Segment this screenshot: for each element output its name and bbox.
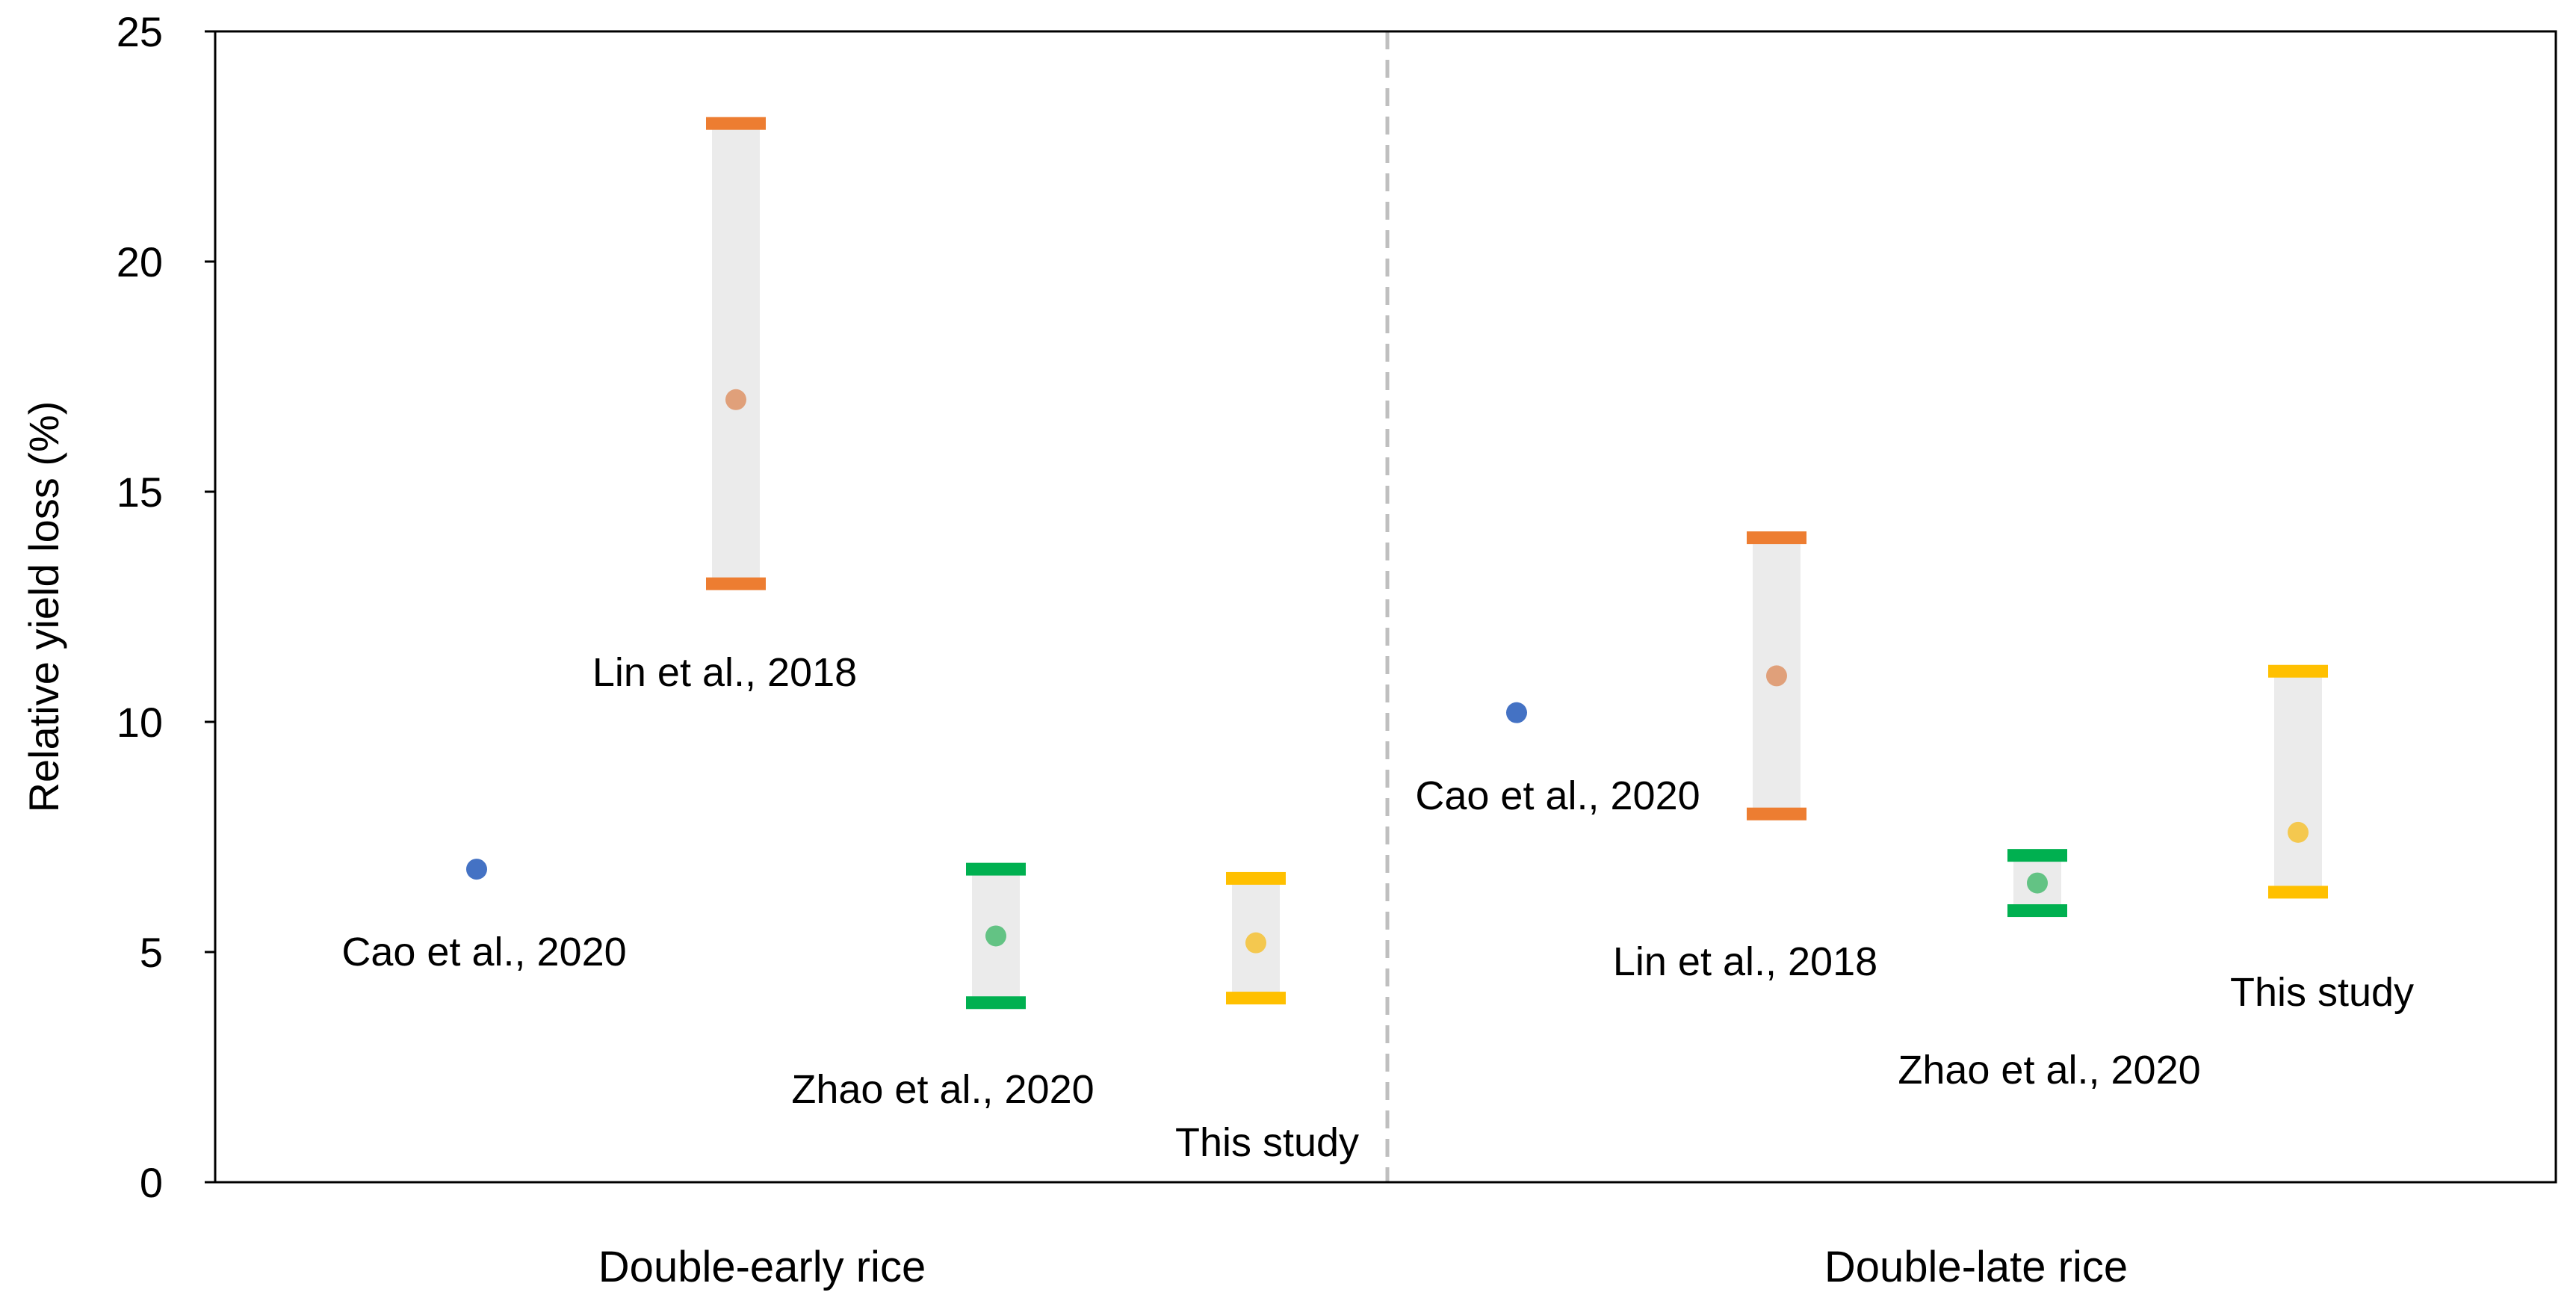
data-points: [466, 389, 2309, 954]
y-tick-label-5: 5: [140, 929, 163, 976]
y-tick-label-25: 25: [117, 8, 163, 55]
point-double-late-rice-lin-et-al-2018: [1766, 665, 1787, 687]
y-tick-label-15: 15: [117, 469, 163, 516]
group-labels: Double-early rice Double-late rice: [598, 1243, 2128, 1291]
label-double-late-rice-lin-et-al-2018: Lin et al., 2018: [1613, 939, 1877, 984]
lower-cap-double-early-rice-lin-et-al-2018: [706, 577, 766, 590]
range-bar-double-early-rice-lin-et-al-2018: [712, 123, 760, 584]
point-double-early-rice-lin-et-al-2018: [725, 389, 746, 410]
lower-cap-double-late-rice-zhao-et-al-2020: [2007, 904, 2067, 918]
point-double-late-rice-cao-et-al-2020: [1506, 702, 1527, 723]
lower-cap-double-late-rice-lin-et-al-2018: [1747, 807, 1806, 821]
label-double-late-rice-cao-et-al-2020: Cao et al., 2020: [1415, 773, 1700, 818]
point-double-early-rice-zhao-et-al-2020: [985, 925, 1006, 947]
y-tick-label-20: 20: [117, 238, 163, 285]
study-labels: Cao et al., 2020 Lin et al., 2018 Zhao et …: [341, 650, 2414, 1165]
range-bars: [712, 123, 2322, 1003]
point-double-late-rice-this-study: [2288, 821, 2309, 843]
upper-cap-double-late-rice-zhao-et-al-2020: [2007, 849, 2067, 862]
point-double-early-rice-this-study: [1245, 932, 1266, 954]
label-double-late-rice-this-study: This study: [2230, 970, 2414, 1015]
y-axis-ticks: 0 5 10 15 20 25: [117, 8, 215, 1206]
y-tick-label-0: 0: [140, 1159, 163, 1206]
group-label-double-late-rice: Double-late rice: [1824, 1243, 2128, 1291]
group-label-double-early-rice: Double-early rice: [598, 1243, 926, 1291]
lower-cap-double-early-rice-this-study: [1226, 992, 1286, 1005]
lower-cap-double-late-rice-this-study: [2268, 886, 2328, 899]
label-double-early-rice-this-study: This study: [1175, 1120, 1359, 1165]
range-bar-double-late-rice-this-study: [2274, 671, 2322, 892]
y-tick-label-10: 10: [117, 699, 163, 746]
upper-cap-double-late-rice-lin-et-al-2018: [1747, 531, 1806, 545]
label-double-early-rice-lin-et-al-2018: Lin et al., 2018: [592, 650, 857, 695]
plot-area-frame: [214, 30, 2557, 1184]
y-axis-title: Relative yield loss (%): [20, 401, 67, 813]
upper-cap-double-late-rice-this-study: [2268, 664, 2328, 678]
label-double-late-rice-zhao-et-al-2020: Zhao et al., 2020: [1898, 1048, 2200, 1093]
lower-cap-double-early-rice-zhao-et-al-2020: [966, 996, 1026, 1010]
label-double-early-rice-cao-et-al-2020: Cao et al., 2020: [341, 930, 626, 974]
upper-cap-double-early-rice-this-study: [1226, 871, 1286, 885]
range-caps: [706, 117, 2328, 1010]
point-double-late-rice-zhao-et-al-2020: [2027, 872, 2048, 894]
point-double-early-rice-cao-et-al-2020: [466, 859, 487, 880]
label-double-early-rice-zhao-et-al-2020: Zhao et al., 2020: [791, 1067, 1094, 1112]
upper-cap-double-early-rice-lin-et-al-2018: [706, 117, 766, 130]
upper-cap-double-early-rice-zhao-et-al-2020: [966, 862, 1026, 876]
